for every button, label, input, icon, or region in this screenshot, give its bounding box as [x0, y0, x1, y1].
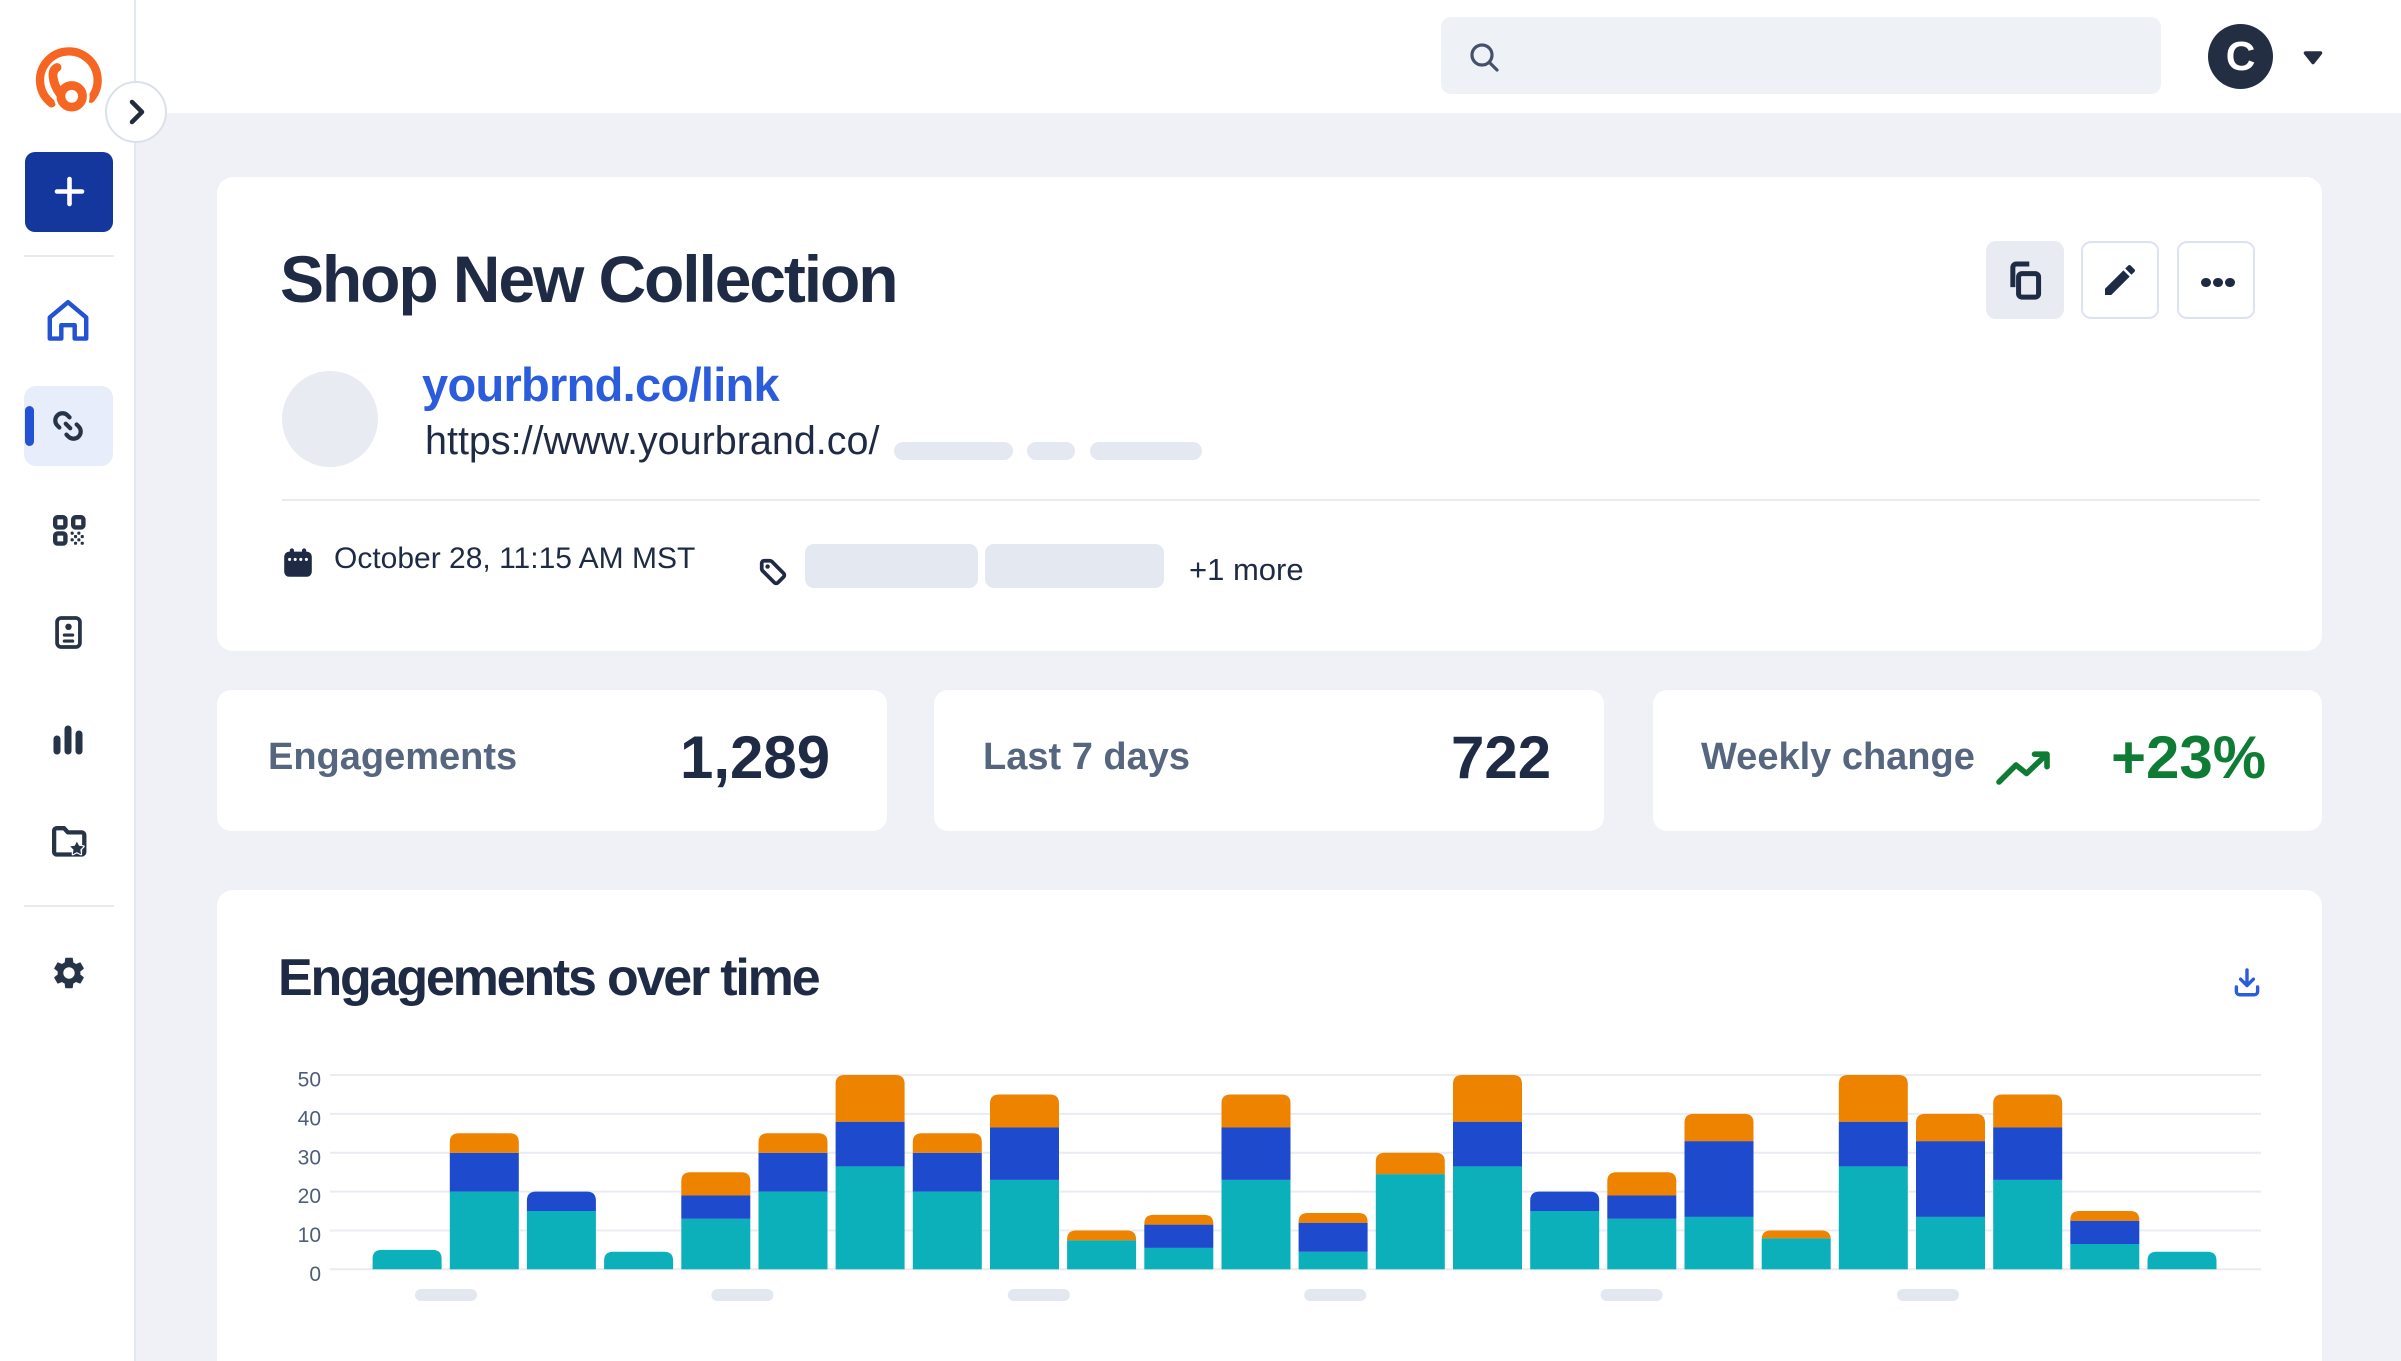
svg-text:10: 10: [298, 1224, 321, 1247]
svg-text:30: 30: [298, 1146, 321, 1169]
svg-text:20: 20: [298, 1185, 321, 1208]
svg-text:0: 0: [309, 1263, 321, 1286]
svg-text:50: 50: [298, 1069, 321, 1092]
svg-text:40: 40: [298, 1107, 321, 1130]
